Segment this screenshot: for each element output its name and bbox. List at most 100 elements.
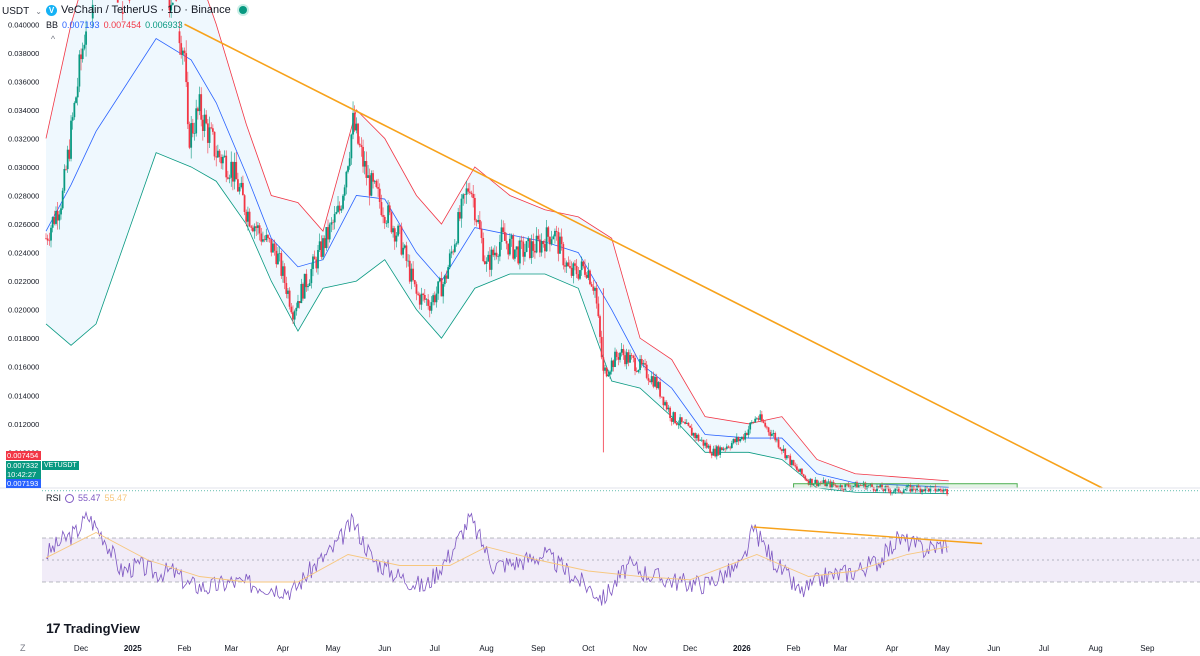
time-tick-label: Jun <box>378 644 391 653</box>
candle-body <box>539 239 541 253</box>
candle-body <box>707 445 710 448</box>
candle-body <box>719 447 722 455</box>
candle-body <box>785 455 788 459</box>
candle-body <box>842 489 845 490</box>
candle-body <box>517 246 520 264</box>
candle-body <box>780 449 783 452</box>
candle-body <box>872 486 875 491</box>
candle-body <box>570 267 573 276</box>
time-tick-label: Sep <box>531 644 546 653</box>
candle-body <box>73 102 76 118</box>
candle-body <box>415 284 418 294</box>
candle-body <box>315 259 318 269</box>
candle-body <box>620 348 623 353</box>
candle-body <box>637 370 640 372</box>
candle-body <box>357 123 359 144</box>
price-tick-label: 0.038000 <box>8 49 39 58</box>
candle-body <box>422 293 425 295</box>
rsi-settings-icon[interactable] <box>65 493 75 503</box>
candle-body <box>240 182 243 188</box>
candle-body <box>380 201 383 216</box>
candle-body <box>470 192 473 195</box>
candle-body <box>572 263 575 276</box>
candle-body <box>897 487 900 492</box>
candle-body <box>56 210 59 221</box>
candle-body <box>879 484 882 488</box>
candle-body <box>634 357 636 371</box>
candle-body <box>804 476 807 480</box>
candle-body <box>732 438 735 444</box>
candle-body <box>625 352 628 365</box>
time-tick-label: Apr <box>886 644 899 653</box>
candle-body <box>710 453 713 456</box>
candle-body <box>599 316 601 337</box>
tradingview-logo[interactable]: 17 TradingView <box>46 620 140 636</box>
candle-body <box>492 249 495 256</box>
currency-selector[interactable]: USDT ⌄ <box>2 3 42 19</box>
candle-body <box>779 447 782 450</box>
candle-body <box>922 489 925 492</box>
candle-body <box>288 290 291 307</box>
candle-body <box>565 262 568 267</box>
candle-body <box>293 311 296 320</box>
rsi-value: 55.47 <box>78 493 101 503</box>
symbol-header[interactable]: V VeChain / TetherUS · 1D · Binance <box>46 4 247 16</box>
candle-body <box>272 243 274 253</box>
candle-body <box>702 439 705 446</box>
candle-body <box>305 273 308 288</box>
time-tick-label: 2026 <box>733 644 751 653</box>
collapse-legend-icon[interactable]: ^ <box>50 34 56 44</box>
candle-body <box>313 256 316 260</box>
candle-body <box>258 225 261 234</box>
candle-body <box>206 123 209 143</box>
candle-body <box>864 482 867 490</box>
candle-body <box>887 487 890 491</box>
candle-body <box>350 134 353 159</box>
candle-body <box>827 481 830 483</box>
rsi-legend[interactable]: RSI 55.47 55.47 <box>46 493 127 503</box>
candle-body <box>285 282 288 294</box>
candle-body <box>128 0 131 1</box>
candle-body <box>418 294 421 305</box>
candle-body <box>490 249 493 270</box>
candle-body <box>907 485 910 486</box>
candle-body <box>754 418 757 423</box>
candle-body <box>594 287 596 291</box>
candle-body <box>630 355 633 356</box>
bb-legend[interactable]: BB 0.007193 0.007454 0.006933 <box>46 20 183 30</box>
candle-body <box>544 244 546 252</box>
candle-body <box>881 484 883 490</box>
candle-body <box>318 241 321 251</box>
candle-body <box>443 275 446 285</box>
candle-body <box>877 486 880 488</box>
ticker-tag: VETUSDT <box>42 461 79 470</box>
candle-body <box>861 485 863 486</box>
candle-body <box>413 280 416 285</box>
candle-body <box>894 488 897 492</box>
candle-body <box>926 486 928 488</box>
candle-body <box>377 187 379 189</box>
candle-body <box>347 166 349 172</box>
candle-body <box>600 336 603 358</box>
candle-body <box>841 485 843 490</box>
candle-body <box>669 407 671 419</box>
candle-body <box>457 212 460 244</box>
candle-body <box>438 278 441 282</box>
candle-body <box>83 44 86 49</box>
candle-body <box>280 253 283 276</box>
bb-upper-price-tag: 0.007454 <box>6 451 41 460</box>
candle-body <box>277 253 279 265</box>
candle-body <box>927 487 930 492</box>
candle-body <box>453 244 456 252</box>
candle-body <box>385 223 388 224</box>
timezone-icon[interactable]: Z <box>20 643 26 653</box>
candle-body <box>302 283 304 299</box>
candle-body <box>495 252 498 257</box>
candle-body <box>722 448 725 451</box>
candle-body <box>775 439 778 441</box>
candle-body <box>801 468 803 475</box>
candle-body <box>730 443 733 449</box>
candle-body <box>447 267 450 279</box>
candle-body <box>50 227 52 241</box>
